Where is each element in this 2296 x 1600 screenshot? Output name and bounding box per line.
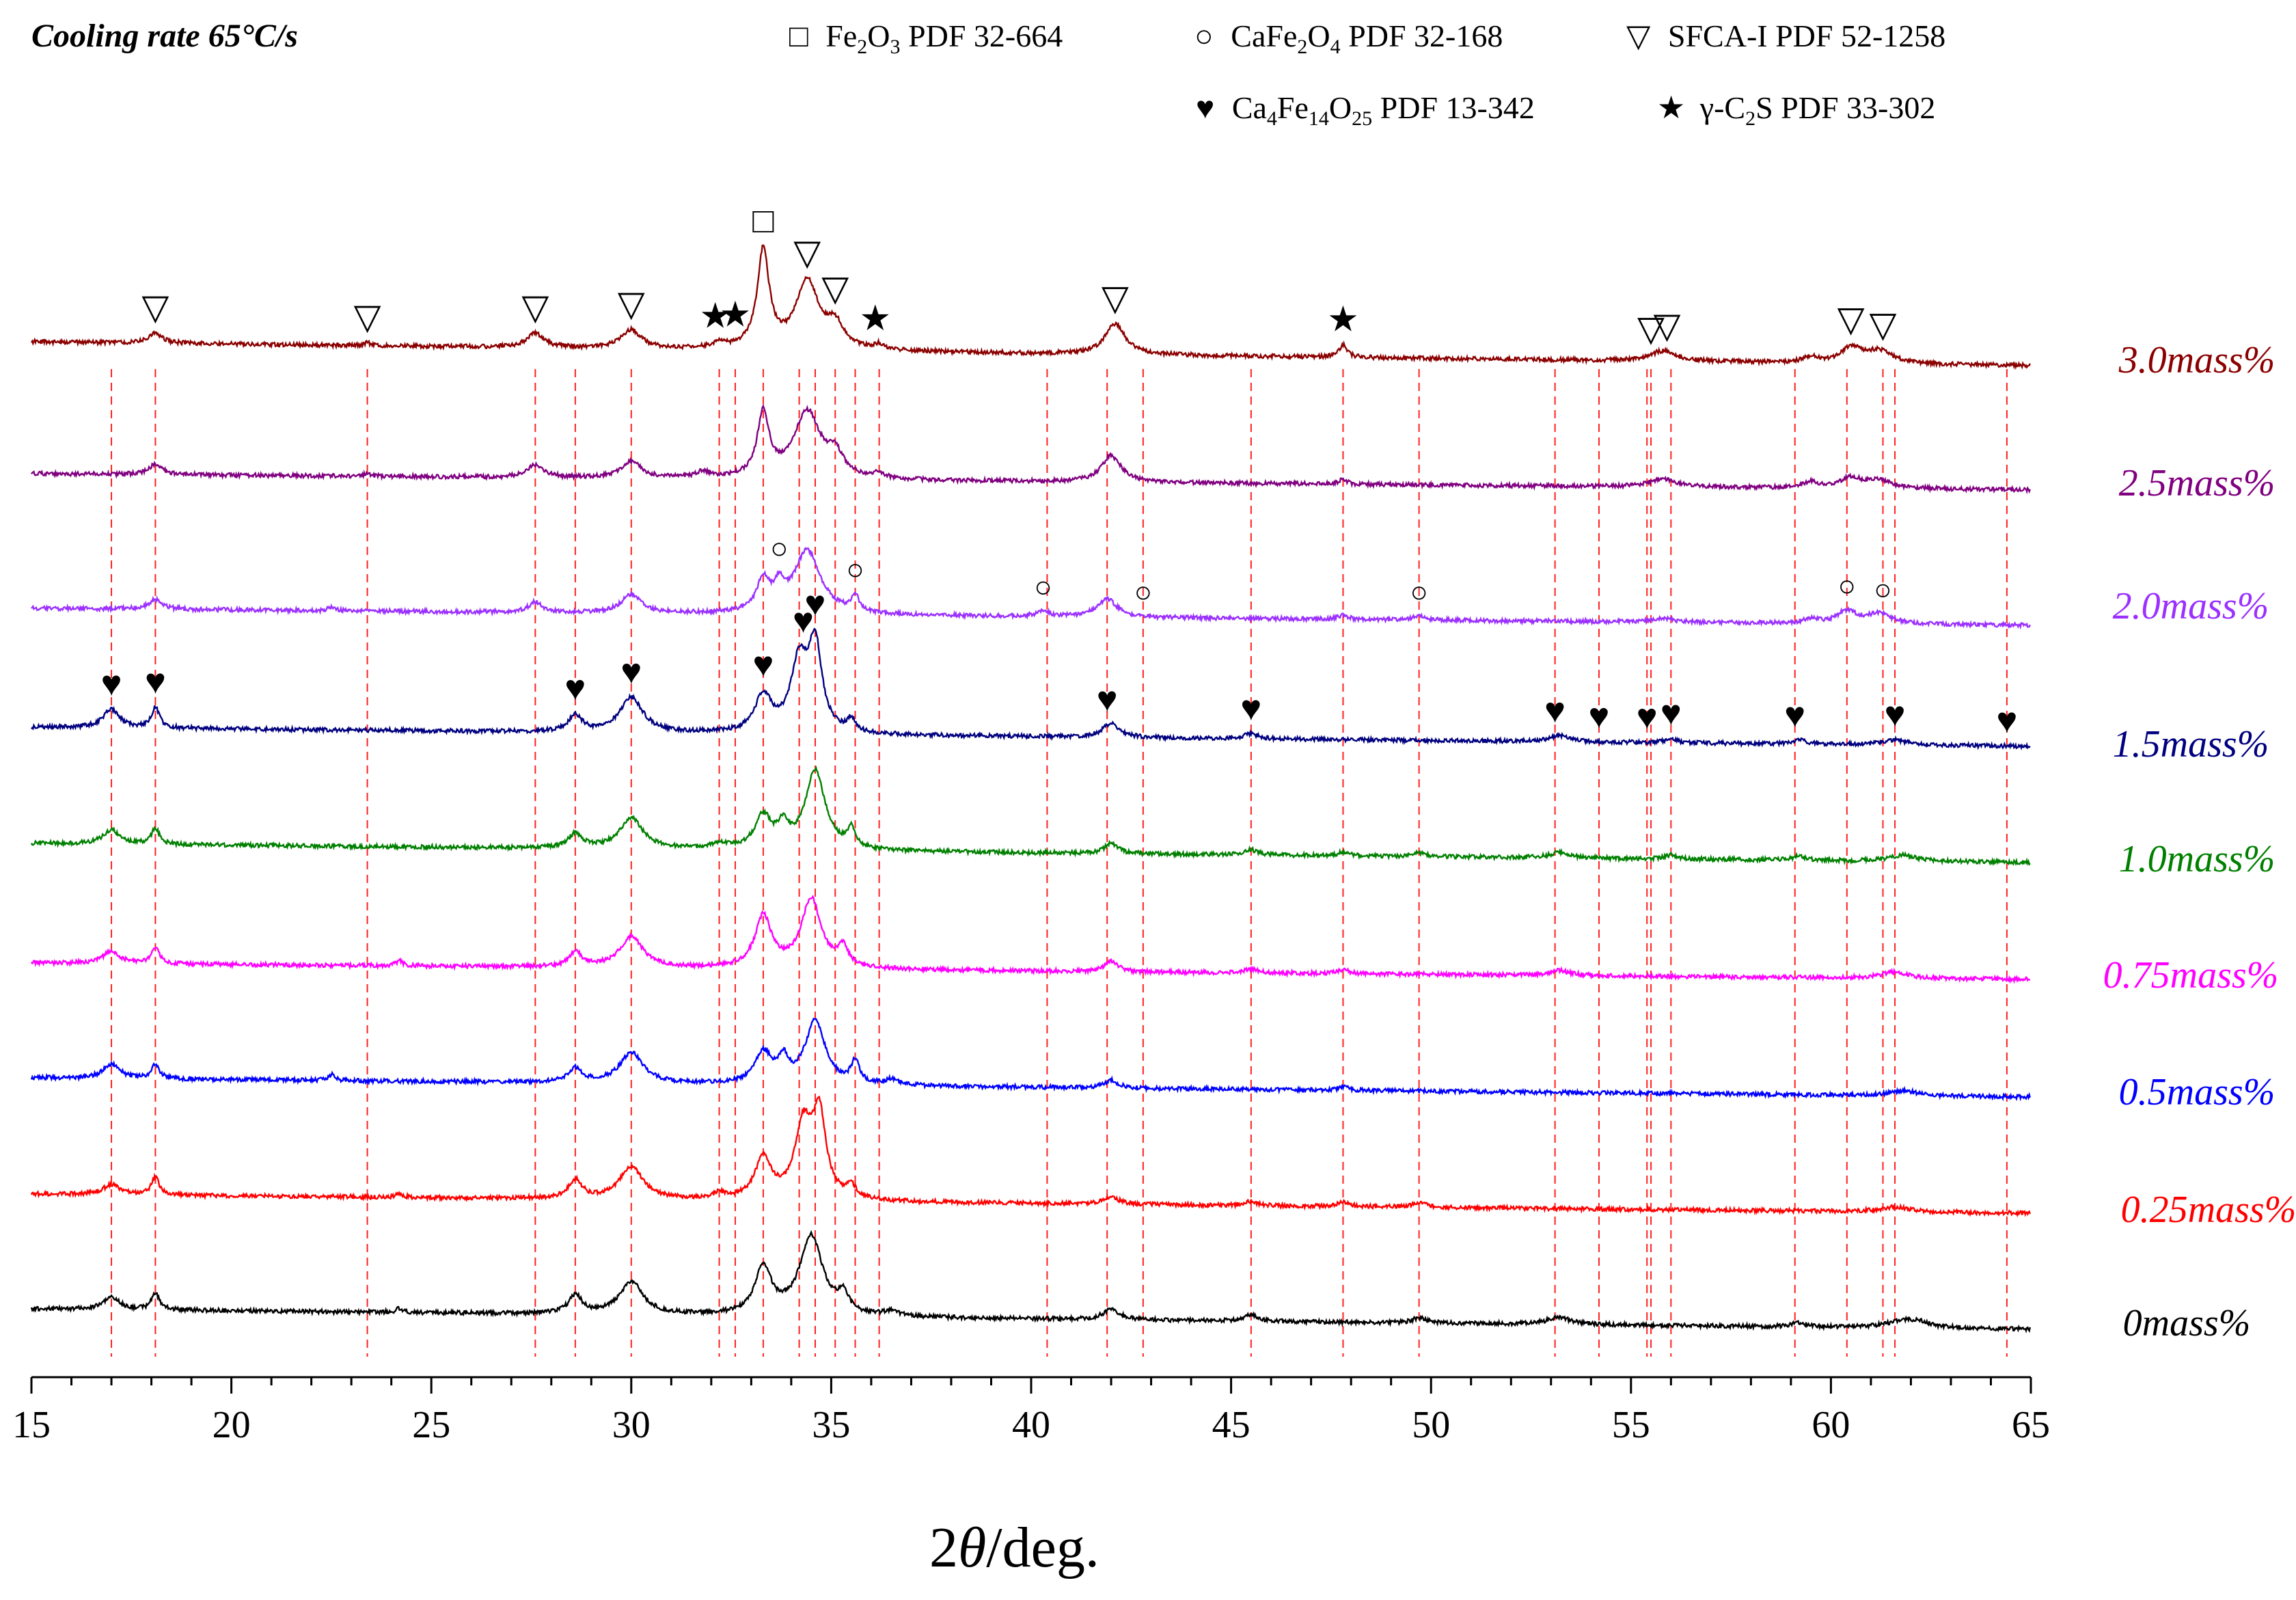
series-label: 3.0mass% bbox=[2118, 339, 2276, 381]
c2s-marker: ★ bbox=[720, 296, 752, 335]
ca4fe14o25-marker: ♥ bbox=[1996, 701, 2017, 740]
sfca-i-marker: ▽ bbox=[141, 288, 169, 327]
sfca-i-marker: ▽ bbox=[354, 298, 381, 337]
sfca-i-marker: ▽ bbox=[821, 269, 849, 308]
x-tick-label: 35 bbox=[812, 1404, 850, 1446]
legend: □ Fe2O3 PDF 32-664 ○ CaFe2O4 PDF 32-168 … bbox=[789, 18, 1945, 130]
legend-item-ca4fe14o25: ♥ Ca4Fe14O25 PDF 13-342 bbox=[1196, 90, 1535, 130]
series-line-2-5masspct bbox=[31, 404, 2031, 495]
sfca-i-marker: ▽ bbox=[1637, 310, 1665, 349]
ca4fe14o25-marker: ♥ bbox=[1240, 689, 1261, 728]
sfca-i-marker: ▽ bbox=[1102, 280, 1129, 318]
heart-filled-icon: ♥ bbox=[1196, 90, 1214, 125]
x-axis: 15 20 25 30 35 40 45 50 55 60 65 bbox=[12, 1376, 2050, 1446]
cafe2o4-marker: ○ bbox=[1134, 575, 1153, 609]
series-line-1-5masspct bbox=[31, 627, 2031, 751]
phase-markers: ▽ ▽ ▽ ▽▽▽ ▽▽▽ ▽ ▽□★★ ★ ★○○○ ○ ○ ○ ○♥ ♥ ♥ ♥ ♥♥♥♥ ♥ ♥ ♥ ♥ ♥ ♥ ♥ ♥ bbox=[101, 202, 2018, 740]
ca4fe14o25-marker: ♥ bbox=[805, 585, 826, 624]
cafe2o4-marker: ○ bbox=[770, 532, 789, 565]
series-line-0masspct bbox=[30, 1230, 2031, 1333]
ca4fe14o25-marker: ♥ bbox=[1589, 697, 1610, 736]
ca4fe14o25-marker: ♥ bbox=[1660, 694, 1682, 733]
series-line-3-0masspct bbox=[30, 244, 2031, 370]
sfca-i-marker: ▽ bbox=[1869, 306, 1896, 344]
ca4fe14o25-marker: ♥ bbox=[101, 665, 122, 704]
series-label: 0.75mass% bbox=[2103, 954, 2279, 996]
x-tick-label: 30 bbox=[612, 1404, 651, 1446]
sfca-i-marker: ▽ bbox=[1837, 300, 1865, 339]
ca4fe14o25-marker: ♥ bbox=[1544, 692, 1566, 731]
cafe2o4-marker: ○ bbox=[1874, 573, 1892, 606]
series-label: 2.5mass% bbox=[2119, 462, 2276, 504]
ca4fe14o25-marker: ♥ bbox=[620, 653, 642, 692]
series-line-0-75masspct bbox=[30, 895, 2031, 984]
ca4fe14o25-marker: ♥ bbox=[793, 601, 814, 640]
series-label: 0.5mass% bbox=[2119, 1071, 2276, 1113]
x-tick-label: 15 bbox=[12, 1404, 51, 1446]
c2s-marker: ★ bbox=[699, 297, 731, 336]
series-label: 1.5mass% bbox=[2113, 723, 2269, 765]
sfca-i-marker: ▽ bbox=[521, 288, 549, 327]
x-tick-label: 45 bbox=[1212, 1404, 1250, 1446]
legend-item-sfca-i: ▽ SFCA-I PDF 52-1258 bbox=[1626, 18, 1945, 53]
x-tick-label: 55 bbox=[1612, 1404, 1650, 1446]
sfca-i-marker: ▽ bbox=[1653, 307, 1680, 346]
cafe2o4-marker: ○ bbox=[1034, 571, 1052, 604]
x-tick-label: 40 bbox=[1012, 1404, 1050, 1446]
ca4fe14o25-marker: ♥ bbox=[564, 669, 586, 708]
series-line-0-5masspct bbox=[30, 1017, 2031, 1102]
series-line-1-0masspct bbox=[30, 765, 2031, 867]
star-filled-icon: ★ bbox=[1657, 90, 1685, 125]
cafe2o4-marker: ○ bbox=[1838, 569, 1857, 603]
c2s-marker: ★ bbox=[1327, 301, 1359, 340]
ca4fe14o25-marker: ♥ bbox=[1885, 696, 1906, 735]
cafe2o4-marker: ○ bbox=[846, 553, 864, 586]
series-layer: 0mass% 0.25mass% 0.5mass% 0.75mass% 1.0mass%… bbox=[30, 244, 2296, 1344]
square-open-icon: □ bbox=[789, 18, 808, 53]
x-axis-label: 2θ/deg. bbox=[929, 1516, 1099, 1579]
series-label: 1.0mass% bbox=[2119, 838, 2276, 880]
x-tick-label: 25 bbox=[412, 1404, 450, 1446]
series-label: 2.0mass% bbox=[2113, 585, 2269, 627]
x-tick-label: 65 bbox=[2012, 1404, 2050, 1446]
ca4fe14o25-marker: ♥ bbox=[145, 662, 166, 701]
reference-lines bbox=[111, 369, 2008, 1357]
legend-item-fe2o3: □ Fe2O3 PDF 32-664 bbox=[789, 18, 1063, 58]
cafe2o4-marker: ○ bbox=[1410, 575, 1428, 609]
series-label: 0mass% bbox=[2123, 1302, 2251, 1344]
x-tick-label: 50 bbox=[1412, 1404, 1450, 1446]
legend-item-cafe2o4: ○ CaFe2O4 PDF 32-168 bbox=[1194, 18, 1503, 58]
legend-item-gamma-c2s: ★ γ-C2S PDF 33-302 bbox=[1657, 90, 1935, 130]
fe2o3-marker: □ bbox=[752, 202, 774, 241]
sfca-i-marker: ▽ bbox=[618, 285, 645, 324]
ca4fe14o25-marker: ♥ bbox=[752, 645, 774, 684]
triangle-down-open-icon: ▽ bbox=[1626, 18, 1651, 53]
ca4fe14o25-marker: ♥ bbox=[1097, 681, 1118, 720]
ca4fe14o25-marker: ♥ bbox=[1637, 698, 1658, 737]
series-line-2-0masspct bbox=[31, 547, 2031, 630]
circle-open-icon: ○ bbox=[1194, 18, 1214, 53]
series-line-0-25masspct bbox=[30, 1095, 2031, 1218]
chart-title: Cooling rate 65°C/s bbox=[31, 18, 298, 54]
series-label: 0.25mass% bbox=[2121, 1189, 2296, 1231]
c2s-marker: ★ bbox=[859, 299, 891, 338]
sfca-i-marker: ▽ bbox=[793, 234, 821, 273]
x-tick-label: 60 bbox=[1812, 1404, 1850, 1446]
x-tick-label: 20 bbox=[213, 1404, 251, 1446]
ca4fe14o25-marker: ♥ bbox=[1784, 696, 1805, 735]
